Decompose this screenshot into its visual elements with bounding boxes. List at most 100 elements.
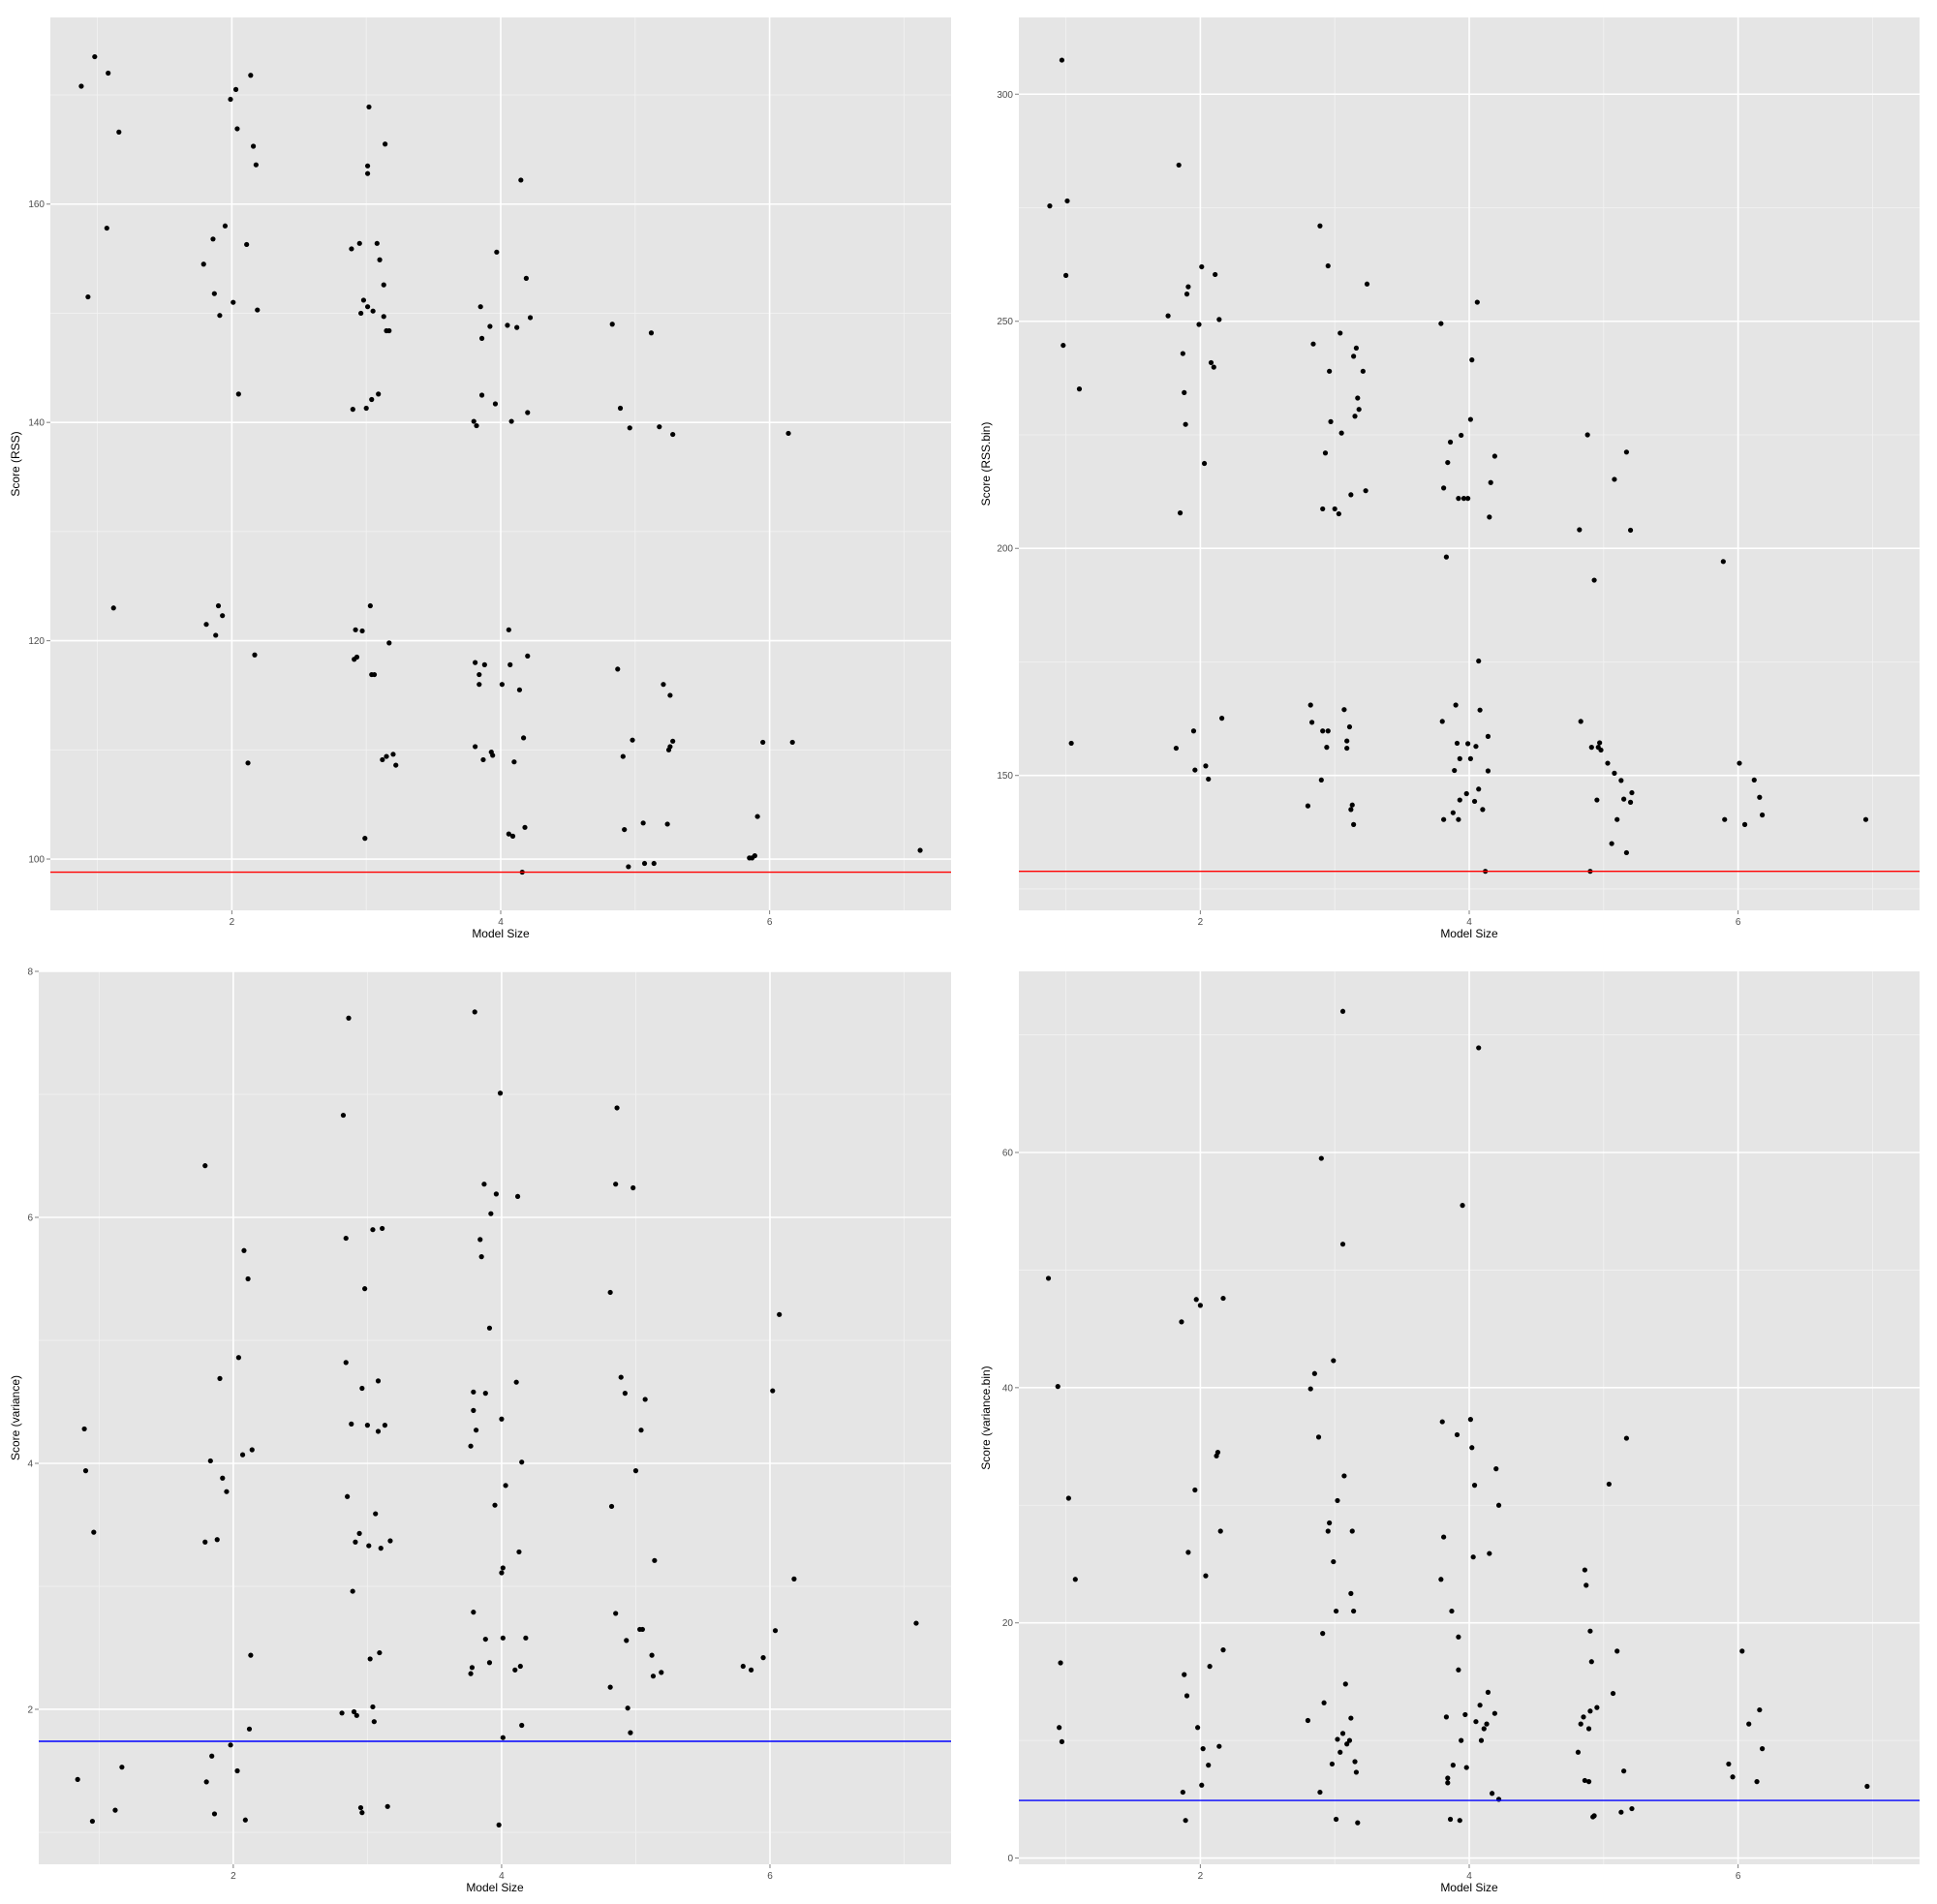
data-point <box>482 1636 488 1643</box>
data-point <box>245 1275 251 1282</box>
data-point <box>1585 1779 1592 1785</box>
data-point <box>1581 1714 1586 1720</box>
data-point <box>1047 203 1053 209</box>
data-point <box>1349 1528 1355 1534</box>
data-point <box>248 73 254 78</box>
data-point <box>246 1726 253 1732</box>
data-point <box>657 424 662 430</box>
data-point <box>1495 1502 1502 1508</box>
data-point <box>520 735 527 741</box>
data-point <box>1582 1567 1587 1573</box>
data-point <box>1577 527 1583 533</box>
data-point <box>1344 738 1350 744</box>
data-point <box>1445 1780 1451 1786</box>
data-point <box>1447 439 1454 445</box>
data-point <box>506 831 511 837</box>
chart-panel-1: 2 4 6 100 120 140 160 Model Size Score (RSS) <box>9 17 951 940</box>
data-point <box>1176 162 1182 169</box>
data-point <box>487 323 493 329</box>
data-point <box>1623 849 1630 856</box>
data-point <box>1470 1554 1476 1560</box>
data-point <box>1200 1746 1206 1752</box>
data-point <box>387 1538 393 1544</box>
data-point <box>211 1811 218 1817</box>
data-point <box>1321 1700 1327 1705</box>
x-axis-title: Model Size <box>472 927 530 940</box>
data-point <box>1320 506 1326 512</box>
data-point <box>740 1663 746 1670</box>
data-point <box>518 177 524 183</box>
data-point <box>478 392 485 398</box>
data-point <box>220 613 226 619</box>
data-point <box>1627 799 1634 805</box>
data-point <box>370 308 376 314</box>
data-point <box>1341 1473 1347 1479</box>
data-point <box>1759 812 1766 818</box>
data-point <box>1467 755 1473 761</box>
data-point <box>499 1570 505 1576</box>
data-point <box>364 1423 370 1428</box>
data-point <box>1307 702 1313 708</box>
data-point <box>203 622 209 628</box>
data-point <box>89 1818 96 1825</box>
data-point <box>615 666 621 672</box>
data-point <box>85 293 91 300</box>
data-point <box>356 1530 362 1536</box>
data-point <box>363 405 369 412</box>
data-point <box>1318 777 1324 783</box>
data-point <box>1349 802 1355 808</box>
data-point <box>1327 368 1333 374</box>
data-point <box>1445 1775 1451 1781</box>
data-point <box>1328 418 1334 424</box>
x-tick-label: 6 <box>1736 917 1741 928</box>
data-point <box>1183 421 1188 427</box>
data-point <box>1062 272 1069 278</box>
data-point <box>519 1722 525 1729</box>
data-point <box>1575 1749 1582 1755</box>
data-point <box>1179 1319 1184 1325</box>
data-point <box>1216 317 1222 322</box>
data-point <box>760 739 766 746</box>
data-point <box>375 1428 382 1434</box>
x-tick-label: 2 <box>1198 1871 1204 1882</box>
data-point <box>1605 760 1611 766</box>
data-point <box>1206 776 1212 783</box>
data-point <box>617 405 624 412</box>
data-point <box>791 1576 797 1582</box>
data-point <box>1218 716 1225 722</box>
data-point <box>525 410 531 415</box>
data-point <box>642 1397 648 1402</box>
data-point <box>770 1388 776 1394</box>
data-point <box>471 418 477 424</box>
data-point <box>474 422 479 429</box>
data-point <box>614 1105 620 1111</box>
data-point <box>913 1620 919 1626</box>
data-point <box>377 1649 383 1656</box>
data-point <box>1457 797 1462 803</box>
data-point <box>1332 506 1337 512</box>
data-points <box>1045 1008 1870 1826</box>
data-point <box>1456 1634 1461 1640</box>
data-point <box>500 1735 506 1740</box>
data-point <box>375 1378 382 1384</box>
data-point <box>381 282 386 288</box>
data-point <box>377 257 383 262</box>
data-point <box>1453 702 1459 708</box>
data-point <box>1220 1647 1226 1653</box>
data-point <box>1331 1558 1337 1565</box>
y-tick-label: 100 <box>28 855 45 866</box>
data-point <box>752 853 757 859</box>
data-point <box>512 1667 518 1673</box>
data-point <box>1463 1765 1469 1770</box>
y-axis-title: Score (RSS) <box>9 431 22 496</box>
data-point <box>1337 1749 1343 1755</box>
data-point <box>1441 816 1447 822</box>
gridlines <box>1019 971 1920 1864</box>
data-point <box>480 756 486 763</box>
data-point <box>1457 1818 1462 1824</box>
data-point <box>110 605 116 611</box>
data-point <box>1751 777 1757 783</box>
x-tick-label: 4 <box>1466 917 1472 928</box>
data-point <box>1587 1708 1593 1714</box>
